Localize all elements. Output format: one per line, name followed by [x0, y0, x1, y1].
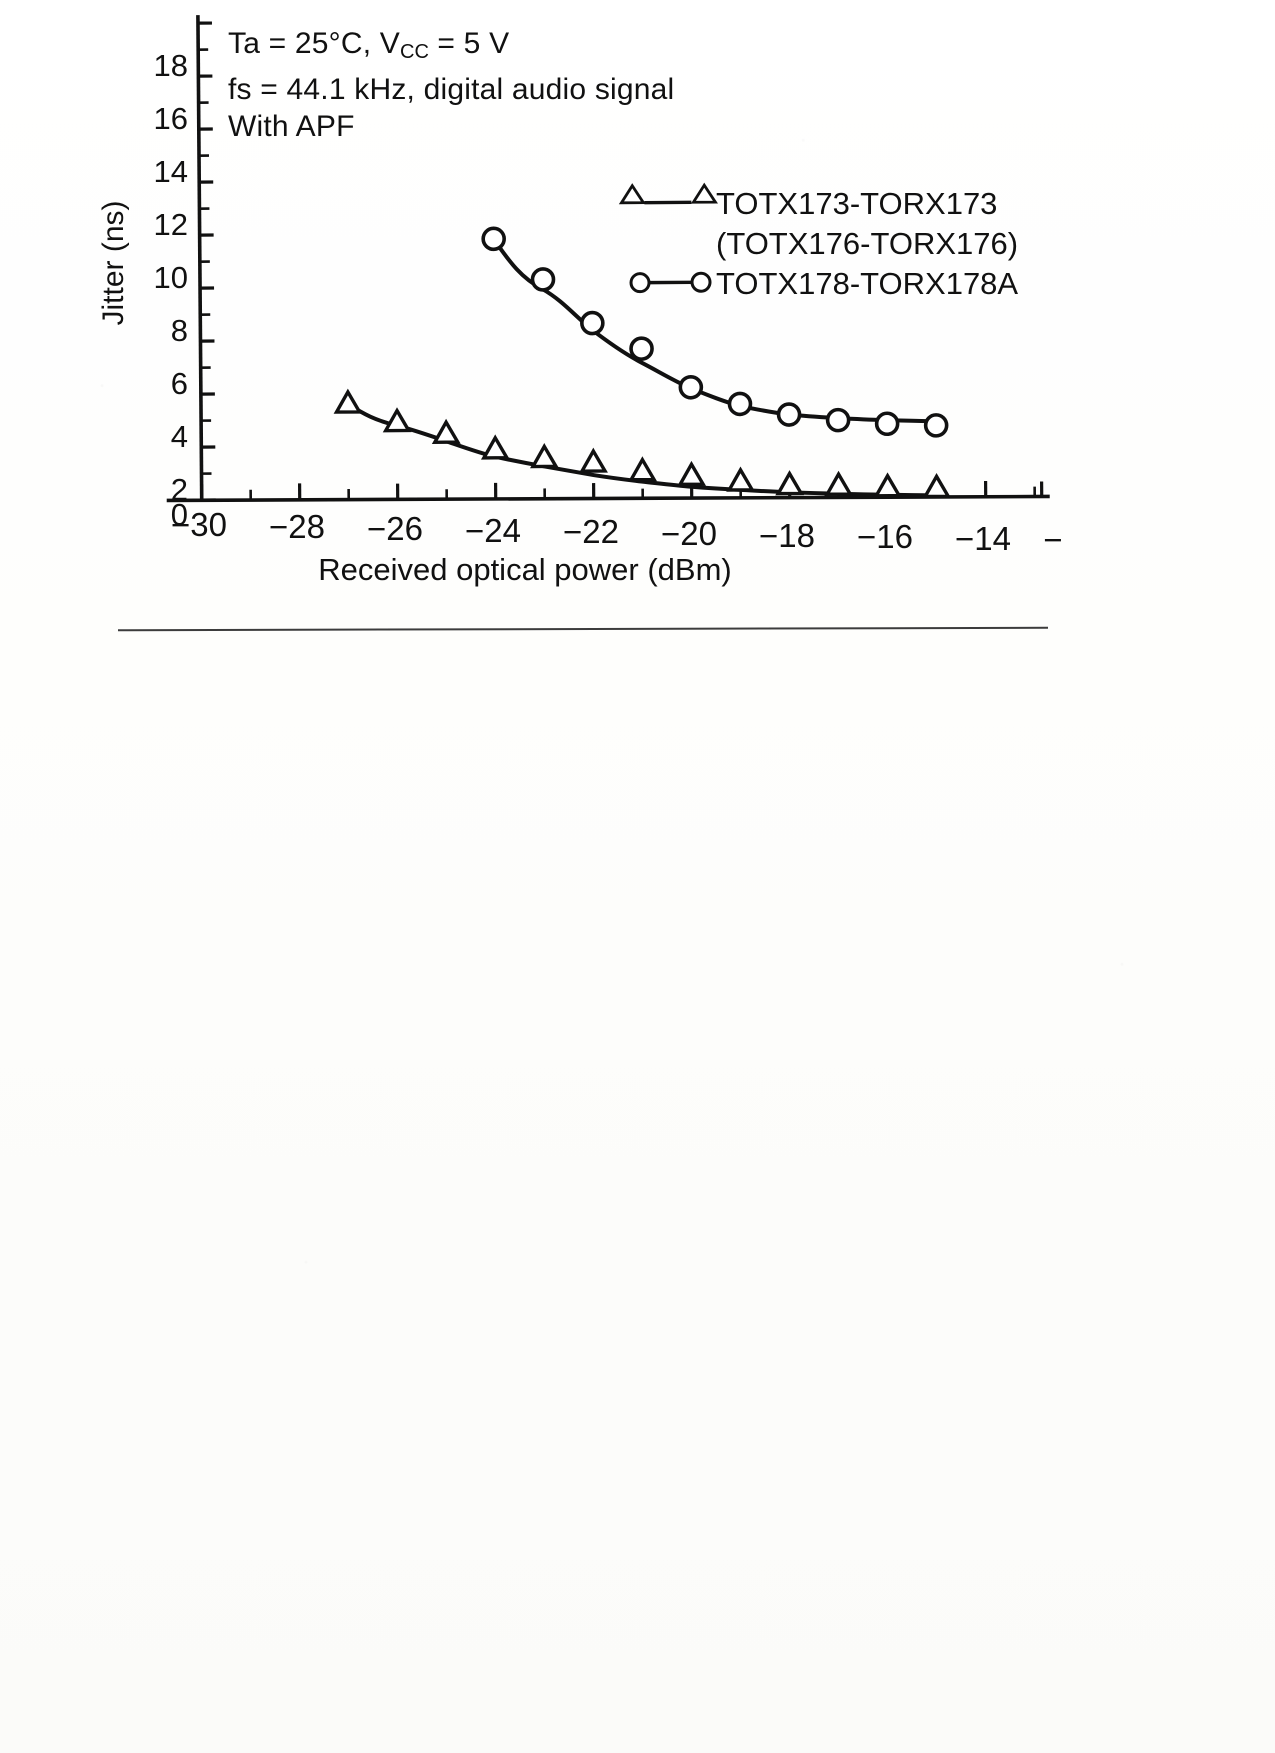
jitter-vs-optical-power-chart: Ta = 25°C, VCC = 5 V fs = 44.1 kHz, digi…: [0, 0, 1275, 660]
annotation-line-3: With APF: [228, 110, 355, 143]
legend-entry-circle-label: TOTX178-TORX178A: [716, 266, 1019, 301]
x-tick-label: −28: [269, 508, 325, 545]
legend-triangle-sample: [618, 182, 718, 205]
y-tick-label: 2: [170, 472, 188, 507]
y-tick-label: 4: [170, 419, 188, 454]
x-tick-label-partial: −: [1043, 521, 1063, 558]
x-axis-line: [166, 494, 1050, 503]
annotation-line-1-b: = 5 V: [428, 27, 510, 60]
y-tick-label: 6: [170, 366, 188, 401]
chart-canvas: [166, 15, 1050, 503]
y-tick-label: 18: [153, 48, 188, 83]
annotation-line-1-subscript: CC: [400, 41, 429, 63]
x-tick-label: −14: [955, 520, 1011, 557]
legend-entry-triangle-label: TOTX173-TORX173: [716, 186, 998, 221]
legend-circle-sample: [629, 271, 712, 294]
series-circle-line: [492, 237, 937, 424]
x-tick-label: −20: [661, 515, 717, 552]
y-minor-ticks: [198, 48, 212, 475]
y-axis-line: [196, 15, 204, 501]
y-tick-label: 0: [170, 497, 188, 532]
x-tick-label: −24: [465, 512, 521, 549]
x-tick-label: −26: [367, 510, 423, 547]
x-axis-label: Received optical power (dBm): [318, 552, 732, 587]
annotation-line-2: fs = 44.1 kHz, digital audio signal: [228, 73, 675, 106]
y-tick-label: 16: [153, 101, 188, 136]
y-tick-label: 12: [153, 207, 188, 242]
y-tick-label: 8: [170, 313, 188, 348]
legend-entry-alt-label: (TOTX176-TORX176): [716, 226, 1019, 261]
series-triangle-markers: [334, 390, 950, 499]
x-tick-label: −30: [171, 506, 227, 543]
annotation-line-1-a: Ta = 25°C, V: [228, 27, 400, 60]
x-tick-label: −18: [759, 517, 815, 554]
y-major-ticks: [197, 21, 216, 502]
x-tick-label: −16: [857, 518, 913, 555]
annotation-line-1: Ta = 25°C, VCC = 5 V: [228, 27, 509, 64]
y-tick-label: 14: [153, 154, 188, 189]
x-tick-label: −22: [563, 513, 619, 550]
y-tick-label: 10: [153, 260, 188, 295]
